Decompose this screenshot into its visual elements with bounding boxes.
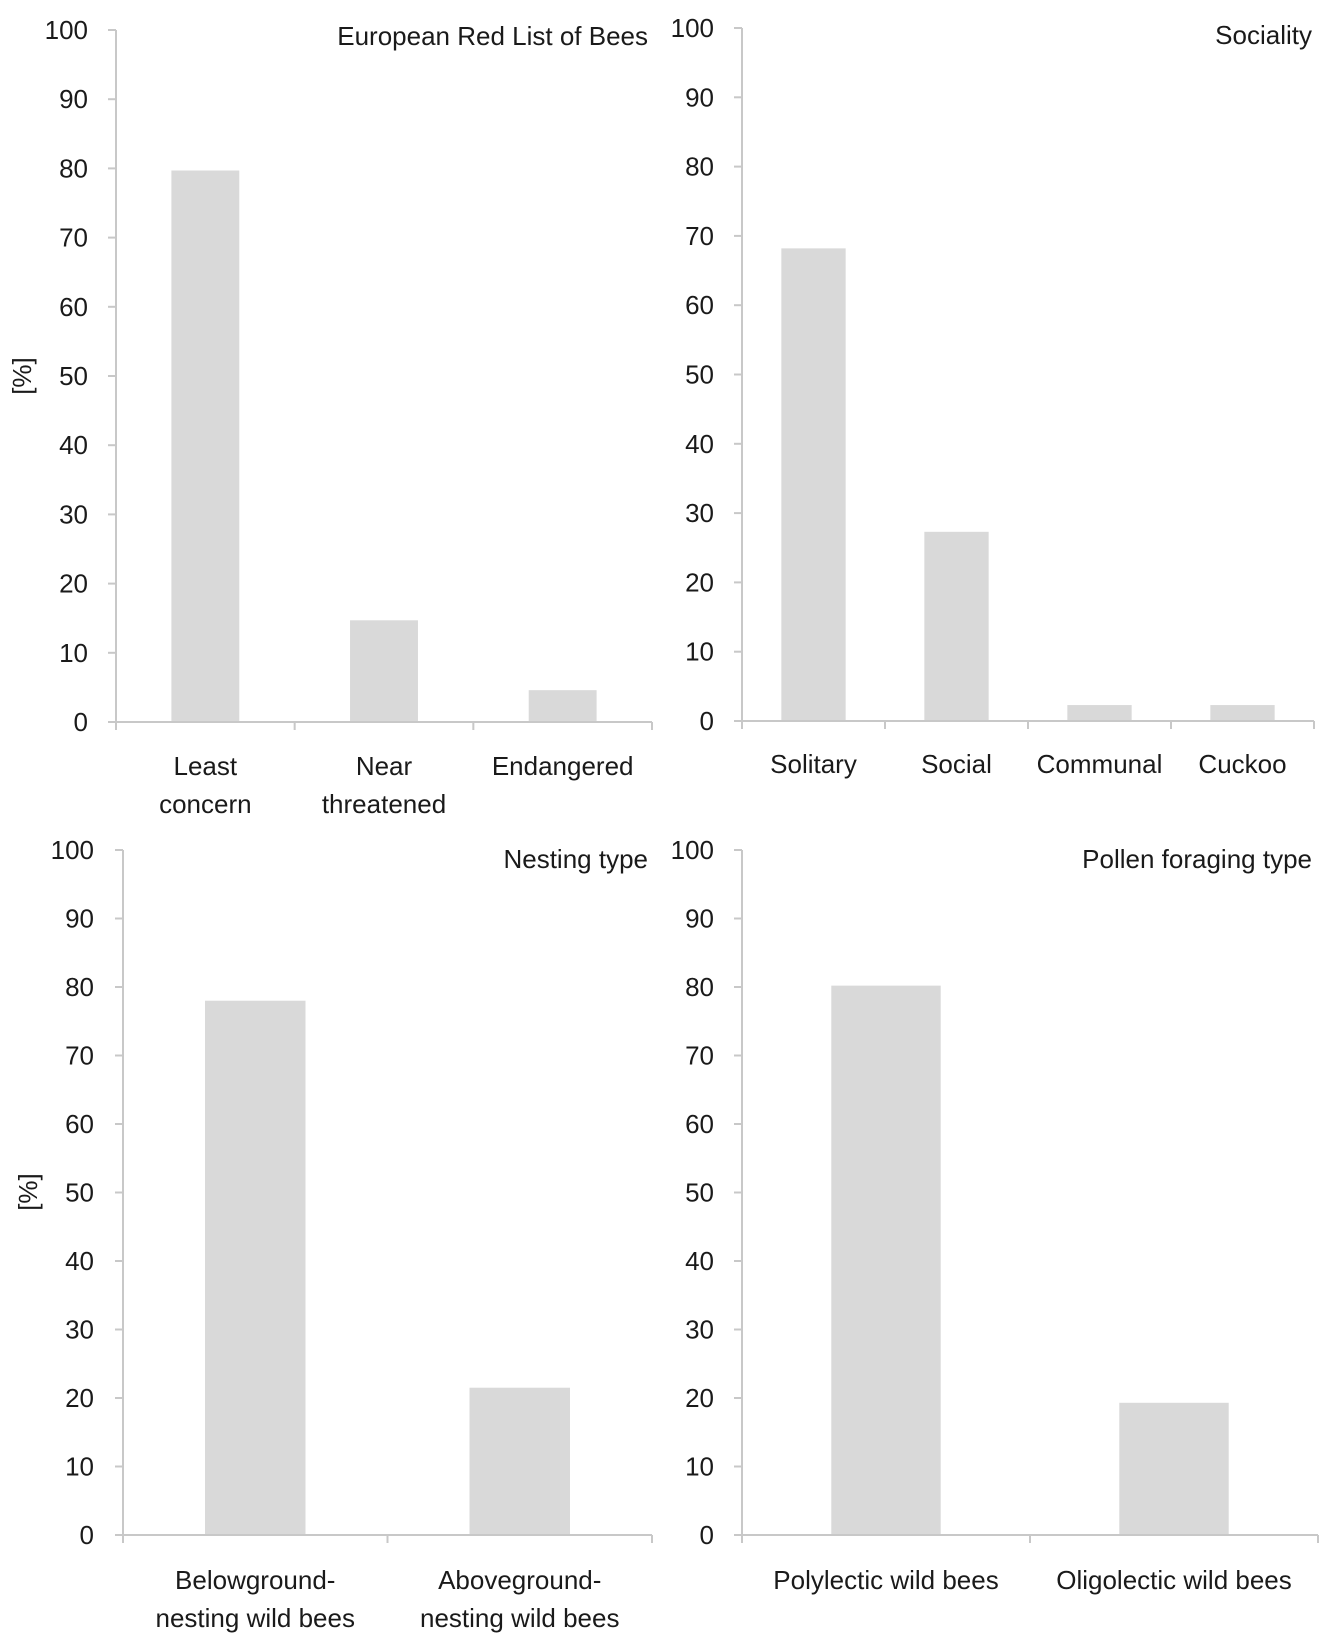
y-tick-label: 40	[59, 430, 88, 460]
y-tick-label: 80	[65, 972, 94, 1002]
y-tick-label: 80	[685, 152, 714, 182]
y-tick-label: 0	[74, 707, 88, 737]
y-tick-label: 100	[671, 835, 714, 865]
y-tick-label: 90	[65, 904, 94, 934]
y-tick-label: 100	[671, 13, 714, 43]
bar	[1210, 705, 1275, 720]
y-tick-label: 30	[59, 499, 88, 529]
category-label: threatened	[322, 789, 446, 819]
y-tick-label: 30	[685, 1315, 714, 1345]
panel-title: European Red List of Bees	[337, 21, 648, 51]
category-label: Least	[174, 751, 238, 781]
y-tick-label: 50	[65, 1178, 94, 1208]
y-tick-label: 80	[59, 153, 88, 183]
bar	[1067, 705, 1132, 720]
bar	[350, 620, 418, 721]
bar	[1119, 1402, 1229, 1534]
bar	[924, 531, 989, 720]
y-tick-label: 40	[685, 1246, 714, 1276]
y-tick-label: 70	[65, 1041, 94, 1071]
y-tick-label: 10	[65, 1452, 94, 1482]
y-tick-label: 0	[80, 1520, 94, 1550]
y-tick-label: 20	[685, 567, 714, 597]
y-tick-label: 80	[685, 972, 714, 1002]
bar	[469, 1387, 571, 1534]
chart-panel-2: 0 10 20 30 40 50 60 70 80 90 100 Sociality Solitary S…	[671, 13, 1315, 779]
category-label: Solitary	[770, 749, 857, 779]
y-tick-label: 30	[65, 1315, 94, 1345]
category-label: Social	[921, 749, 992, 779]
y-tick-label: 20	[65, 1383, 94, 1413]
category-label: Communal	[1037, 749, 1163, 779]
y-tick-label: 50	[685, 1178, 714, 1208]
category-label: Near	[356, 751, 413, 781]
y-tick-label: 0	[700, 706, 714, 736]
bar	[171, 170, 240, 721]
category-label: Polylectic wild bees	[773, 1565, 998, 1595]
y-tick-label: 70	[59, 223, 88, 253]
bar	[831, 985, 941, 1534]
y-axis-title: [%]	[13, 1173, 43, 1211]
category-label: Cuckoo	[1198, 749, 1286, 779]
category-label: Oligolectic wild bees	[1056, 1565, 1292, 1595]
y-tick-label: 100	[45, 15, 88, 45]
y-tick-label: 50	[59, 361, 88, 391]
y-tick-label: 10	[685, 637, 714, 667]
category-label: nesting wild bees	[156, 1603, 355, 1633]
chart-panel-3: 0 10 20 30 40 50 60 70 80 90 100 [%] Nesting type Bel…	[13, 835, 653, 1633]
y-tick-label: 40	[65, 1246, 94, 1276]
chart-panel-1: 0 10 20 30 40 50 60 70 80 90 100 [%] European Red Li…	[7, 15, 653, 819]
y-tick-label: 90	[685, 82, 714, 112]
y-tick-label: 60	[685, 290, 714, 320]
y-tick-label: 60	[685, 1109, 714, 1139]
category-label: nesting wild bees	[420, 1603, 619, 1633]
panel-title: Pollen foraging type	[1082, 844, 1312, 874]
panel-title: Sociality	[1215, 20, 1312, 50]
category-label: Belowground-	[175, 1565, 335, 1595]
panel-title: Nesting type	[503, 844, 648, 874]
y-axis-title: [%]	[7, 357, 37, 395]
y-tick-label: 70	[685, 1041, 714, 1071]
y-tick-label: 20	[59, 569, 88, 599]
bar	[528, 690, 597, 721]
y-tick-label: 60	[59, 292, 88, 322]
bar	[781, 248, 846, 720]
bar	[204, 1000, 306, 1534]
y-tick-label: 70	[685, 221, 714, 251]
y-tick-label: 30	[685, 498, 714, 528]
chart-panel-4: 0 10 20 30 40 50 60 70 80 90 100 Pollen foraging ty…	[671, 835, 1319, 1595]
y-tick-label: 90	[59, 84, 88, 114]
y-tick-label: 100	[51, 835, 94, 865]
category-label: concern	[159, 789, 252, 819]
y-tick-label: 10	[685, 1452, 714, 1482]
y-tick-label: 90	[685, 904, 714, 934]
y-tick-label: 60	[65, 1109, 94, 1139]
y-tick-label: 0	[700, 1520, 714, 1550]
y-tick-label: 40	[685, 429, 714, 459]
y-tick-label: 50	[685, 360, 714, 390]
category-label: Aboveground-	[438, 1565, 601, 1595]
y-tick-label: 20	[685, 1383, 714, 1413]
y-tick-label: 10	[59, 638, 88, 668]
category-label: Endangered	[492, 751, 634, 781]
